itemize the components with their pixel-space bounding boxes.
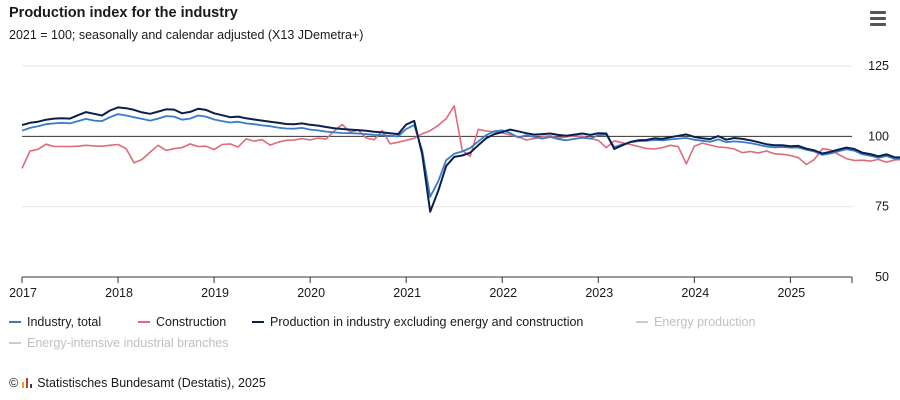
legend-swatch-energy-production (636, 321, 648, 323)
x-tick-label: 2020 (297, 286, 325, 300)
legend-swatch-excl-energy (252, 321, 264, 323)
chart-title: Production index for the industry (9, 5, 238, 21)
legend-item-energy-intensive[interactable]: Energy-intensive industrial branches (9, 336, 229, 350)
legend-label: Production in industry excluding energy … (270, 315, 584, 329)
x-tick-label: 2023 (585, 286, 613, 300)
x-axis: 2017 2018 2019 2020 2021 2022 2023 2024 2025 (9, 276, 853, 300)
y-tick-label: 50 (875, 270, 889, 284)
x-tick-label: 2022 (489, 286, 517, 300)
series-line-construction (21, 105, 900, 169)
grid-lines (22, 65, 852, 208)
destatis-logo-icon (21, 377, 33, 389)
source-text: Statistisches Bundesamt (Destatis), 2025 (37, 376, 266, 390)
legend-item-construction[interactable]: Construction (138, 315, 226, 329)
copyright-symbol: © (9, 376, 19, 390)
series-line-excl-energy (21, 106, 900, 213)
legend-item-excl-energy[interactable]: Production in industry excluding energy … (252, 315, 583, 329)
legend-label: Energy production (654, 315, 756, 329)
hamburger-menu-icon[interactable] (868, 10, 888, 26)
legend-item-industry-total[interactable]: Industry, total (9, 315, 101, 329)
legend-swatch-construction (138, 321, 150, 323)
source-credit: © Statistisches Bundesamt (Destatis), 20… (9, 376, 266, 390)
legend-label: Energy-intensive industrial branches (27, 336, 229, 350)
series-lines (21, 105, 900, 213)
legend-label: Industry, total (27, 315, 102, 329)
y-tick-label: 75 (875, 200, 889, 214)
x-tick-label: 2019 (201, 286, 229, 300)
legend-item-energy-production[interactable]: Energy production (636, 315, 755, 329)
x-tick-label: 2021 (393, 286, 421, 300)
y-tick-label: 125 (868, 59, 889, 73)
series-line-industry-total (21, 113, 900, 198)
legend-label: Construction (156, 315, 227, 329)
x-tick-label: 2017 (9, 286, 37, 300)
legend-swatch-industry-total (9, 321, 21, 323)
y-axis-ticks: 50 75 100 125 (868, 59, 889, 284)
x-tick-label: 2018 (105, 286, 133, 300)
y-tick-label: 100 (868, 129, 889, 143)
legend-swatch-energy-intensive (9, 342, 21, 344)
x-tick-label: 2024 (681, 286, 709, 300)
x-tick-label: 2025 (777, 286, 805, 300)
chart-subtitle: 2021 = 100; seasonally and calendar adju… (9, 28, 364, 42)
